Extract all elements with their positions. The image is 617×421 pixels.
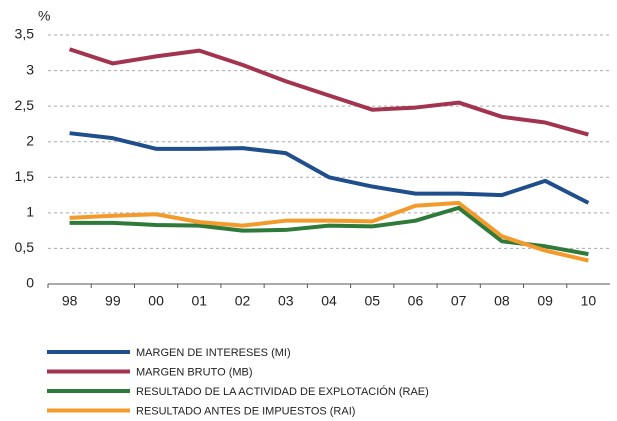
legend-label: RESULTADO ANTES DE IMPUESTOS (RAI) — [136, 405, 355, 417]
x-tick-label: 04 — [321, 293, 337, 309]
series-line — [69, 131, 590, 205]
x-tick-label: 05 — [364, 293, 380, 309]
x-tick-label: 06 — [408, 293, 424, 309]
x-tick-label: 02 — [235, 293, 251, 309]
x-tick-label: 98 — [62, 293, 78, 309]
x-tick-label: 01 — [192, 293, 208, 309]
x-tick-label: 07 — [451, 293, 467, 309]
series-line — [69, 200, 589, 263]
x-tick-label: 03 — [278, 293, 294, 309]
legend-label: RESULTADO DE LA ACTIVIDAD DE EXPLOTACIÓN… — [136, 385, 429, 398]
y-tick-label: 1,5 — [15, 168, 35, 184]
y-tick-label: 0 — [26, 275, 34, 291]
legend-label: MARGEN DE INTERESES (MI) — [136, 347, 291, 359]
y-tick-label: 2 — [26, 132, 34, 148]
y-tick-label: 2,5 — [15, 97, 35, 113]
x-tick-label: 99 — [105, 293, 121, 309]
x-tick-label: 08 — [494, 293, 510, 309]
y-unit: % — [38, 8, 50, 24]
y-tick-label: 0,5 — [15, 239, 35, 255]
series-line — [68, 47, 589, 137]
x-tick-label: 10 — [581, 293, 597, 309]
legend-label: MARGEN BRUTO (MB) — [136, 366, 253, 378]
y-tick-label: 3 — [26, 61, 34, 77]
y-tick-label: 1 — [26, 204, 34, 220]
x-tick-label: 00 — [148, 293, 164, 309]
x-tick-label: 09 — [537, 293, 553, 309]
series-line — [69, 205, 589, 257]
y-tick-label: 3,5 — [15, 26, 35, 42]
